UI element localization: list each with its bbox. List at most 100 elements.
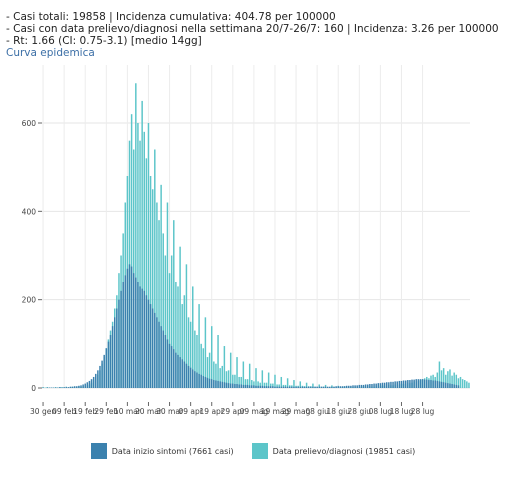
bar-symptoms	[284, 386, 287, 388]
bar-diagnosis	[468, 382, 470, 388]
bar-symptoms	[118, 299, 120, 388]
bar-diagnosis	[147, 123, 150, 388]
bar-symptoms	[128, 264, 131, 388]
bar-symptoms	[276, 386, 278, 388]
bar-symptoms	[316, 386, 318, 388]
bar-diagnosis	[324, 384, 327, 388]
bar-symptoms	[210, 379, 213, 388]
bar-diagnosis	[158, 220, 160, 388]
bar-symptoms	[189, 367, 192, 388]
bar-symptoms	[381, 382, 384, 388]
bar-symptoms	[187, 365, 190, 388]
legend-item-symptoms[interactable]: Data inizio sintomi (7661 casi)	[90, 443, 234, 459]
bar-symptoms	[181, 359, 183, 388]
chart-legend: Data inizio sintomi (7661 casi) Data pre…	[0, 443, 506, 459]
bar-symptoms	[263, 386, 266, 388]
bar-symptoms	[219, 381, 221, 389]
bar-symptoms	[71, 386, 74, 388]
bar-symptoms	[388, 382, 390, 388]
bar-diagnosis	[312, 383, 314, 388]
bar-diagnosis	[457, 378, 460, 388]
bar-symptoms	[162, 330, 164, 388]
bar-symptoms	[141, 288, 143, 389]
bar-diagnosis	[232, 374, 234, 388]
bar-diagnosis	[194, 330, 196, 388]
bar-diagnosis	[242, 361, 245, 388]
bar-diagnosis	[253, 381, 255, 389]
bar-symptoms	[447, 383, 449, 388]
bar-symptoms	[343, 386, 346, 388]
bar-diagnosis	[270, 383, 272, 388]
bar-diagnosis	[274, 374, 276, 388]
x-tick-label: 08 giu	[305, 407, 329, 416]
legend-swatch-symptoms	[90, 443, 107, 459]
bar-symptoms	[407, 380, 409, 388]
bar-symptoms	[137, 282, 139, 388]
bar-symptoms	[69, 386, 72, 388]
bar-diagnosis	[289, 385, 291, 388]
x-tick-label: 18 giu	[326, 407, 350, 416]
y-tick-label: 200	[22, 296, 37, 305]
bar-symptoms	[240, 384, 242, 388]
bar-diagnosis	[282, 384, 285, 388]
bar-symptoms	[67, 387, 70, 388]
x-tick-label: 10 mar	[114, 407, 142, 416]
legend-item-diagnosis[interactable]: Data prelievo/diagnosi (19851 casi)	[251, 443, 416, 459]
bar-symptoms	[107, 341, 110, 389]
bar-symptoms	[265, 386, 268, 388]
x-tick-label: 29 feb	[94, 407, 118, 416]
bar-symptoms	[286, 386, 289, 388]
bar-symptoms	[185, 363, 188, 388]
bar-symptoms	[130, 266, 133, 388]
bar-symptoms	[63, 387, 65, 388]
bar-diagnosis	[284, 384, 287, 388]
bar-symptoms	[132, 273, 135, 388]
bar-diagnosis	[219, 368, 221, 389]
bar-symptoms	[236, 384, 238, 388]
bar-symptoms	[385, 382, 388, 388]
bar-symptoms	[293, 386, 295, 388]
bar-symptoms	[419, 379, 422, 388]
bar-symptoms	[177, 354, 179, 389]
bar-symptoms	[227, 383, 230, 388]
bar-symptoms	[99, 365, 101, 388]
bar-diagnosis	[299, 381, 302, 389]
bar-diagnosis	[181, 304, 183, 388]
bar-symptoms	[84, 383, 86, 388]
bar-symptoms	[170, 346, 173, 388]
bar-symptoms	[280, 386, 283, 388]
legend-label-symptoms: Data inizio sintomi (7661 casi)	[111, 446, 234, 456]
x-tick-label: 09 apr	[178, 407, 203, 416]
x-tick-label: 28 lug	[411, 407, 435, 416]
bar-diagnosis	[463, 380, 466, 388]
bar-diagnosis	[466, 381, 468, 389]
bar-diagnosis	[227, 370, 230, 388]
bar-diagnosis	[208, 352, 211, 388]
bar-diagnosis	[225, 371, 228, 388]
bar-symptoms	[232, 383, 234, 388]
bar-diagnosis	[202, 348, 205, 388]
bar-symptoms	[411, 379, 413, 388]
bar-symptoms	[364, 384, 367, 388]
bar-symptoms	[303, 386, 306, 388]
bar-diagnosis	[213, 361, 215, 388]
bar-diagnosis	[185, 264, 188, 388]
bar-symptoms	[164, 335, 167, 388]
bar-symptoms	[436, 380, 439, 388]
x-tick-label: 28 giu	[348, 407, 372, 416]
bar-symptoms	[333, 386, 335, 388]
bar-symptoms	[392, 381, 394, 388]
bar-symptoms	[149, 304, 152, 388]
bar-symptoms	[202, 376, 205, 388]
bar-symptoms	[356, 385, 358, 388]
bar-symptoms	[423, 379, 426, 388]
legend-label-diagnosis: Data prelievo/diagnosi (19851 casi)	[272, 446, 416, 456]
bar-symptoms	[282, 386, 285, 388]
bar-diagnosis	[223, 346, 226, 388]
bar-symptoms	[320, 386, 323, 388]
x-tick-label: 08 lug	[369, 407, 393, 416]
summary-line-total-cases: - Casi totali: 19858 | Incidenza cumulat…	[6, 11, 336, 23]
bar-symptoms	[449, 383, 451, 388]
bar-symptoms	[126, 268, 129, 388]
